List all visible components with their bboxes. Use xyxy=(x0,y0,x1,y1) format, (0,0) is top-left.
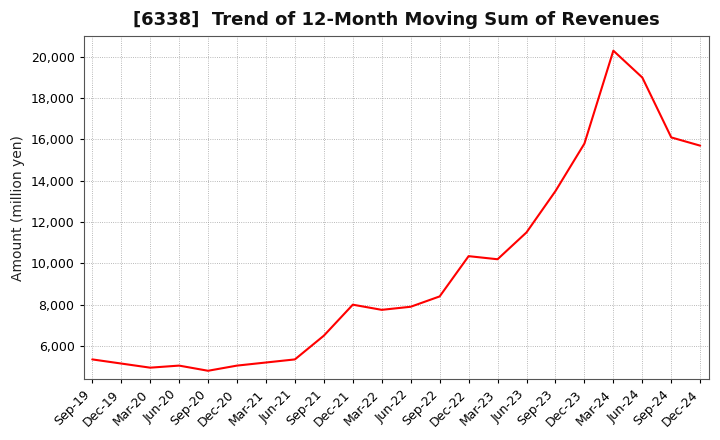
Y-axis label: Amount (million yen): Amount (million yen) xyxy=(11,135,25,281)
Title: [6338]  Trend of 12-Month Moving Sum of Revenues: [6338] Trend of 12-Month Moving Sum of R… xyxy=(133,11,660,29)
